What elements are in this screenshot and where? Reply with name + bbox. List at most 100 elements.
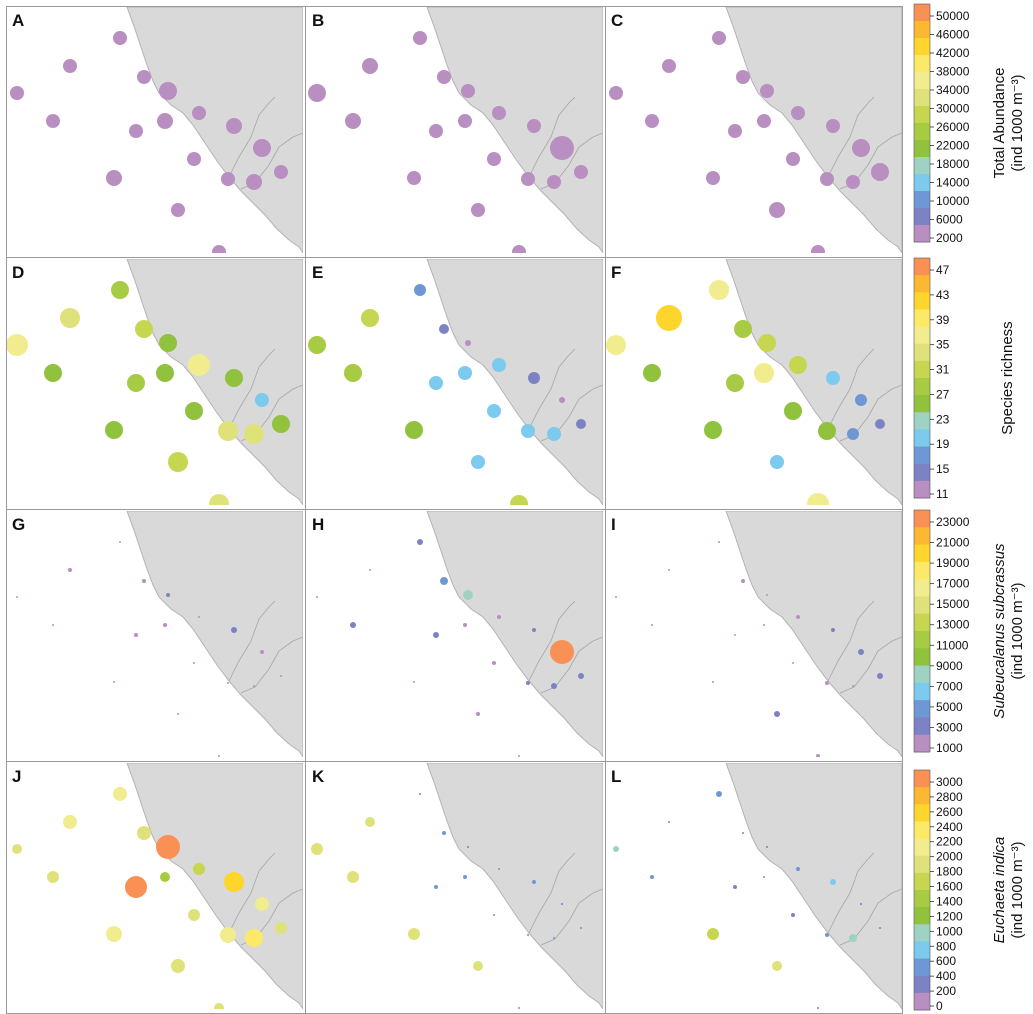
station-point	[580, 927, 582, 929]
station-point	[458, 366, 472, 380]
station-point	[492, 358, 506, 372]
station-point	[742, 832, 744, 834]
station-point	[440, 577, 448, 585]
legend-swatch	[914, 734, 930, 753]
station-point	[113, 31, 127, 45]
station-point	[129, 124, 143, 138]
legend-swatch	[914, 292, 930, 310]
legend-tick-label: 1000	[936, 741, 963, 755]
legend-tick-label: 800	[936, 939, 956, 953]
station-point	[831, 628, 835, 632]
station-point	[345, 113, 361, 129]
legend-swatch	[914, 613, 930, 632]
station-point	[662, 59, 676, 73]
panel-letter: I	[611, 515, 616, 534]
station-point	[160, 872, 170, 882]
station-point	[492, 661, 496, 665]
station-point	[879, 927, 881, 929]
legend-swatch	[914, 838, 930, 857]
station-point	[246, 174, 262, 190]
legend-swatch	[914, 106, 930, 124]
station-point	[492, 106, 506, 120]
map-canvas	[613, 763, 902, 1009]
station-point	[766, 594, 768, 596]
station-point	[820, 172, 834, 186]
station-point	[344, 364, 362, 382]
station-point	[442, 831, 446, 835]
map-panel-h: H	[307, 511, 603, 757]
province-border	[839, 636, 902, 694]
station-point	[347, 871, 359, 883]
legend-tick-label: 1400	[936, 894, 963, 908]
station-point	[463, 623, 467, 627]
legend-abundance: 50000 46000 42000 38000 34000 30000 26000 22000…	[912, 3, 1032, 245]
legend-title: (ind 1000 m⁻³)	[1009, 74, 1026, 171]
station-point	[796, 615, 800, 619]
station-point	[365, 817, 375, 827]
station-point	[668, 569, 670, 571]
station-point	[846, 175, 860, 189]
legend-bar-outline	[913, 257, 931, 499]
legend-tick-label: 46000	[936, 28, 970, 42]
legend-swatch	[914, 941, 930, 960]
station-point	[308, 336, 326, 354]
grid-divider	[605, 6, 606, 1014]
station-point	[471, 203, 485, 217]
station-point	[493, 914, 495, 916]
station-point	[419, 793, 421, 795]
legend-swatch	[914, 665, 930, 684]
station-point	[668, 821, 670, 823]
province-border	[540, 888, 603, 946]
legend-swatch	[914, 958, 930, 977]
station-point	[811, 245, 825, 253]
station-point	[253, 685, 255, 687]
station-point	[63, 59, 77, 73]
legend-swatch	[914, 446, 930, 465]
station-point	[830, 879, 836, 885]
legend-title: Euchaeta indica	[991, 837, 1008, 944]
station-point	[209, 494, 229, 505]
legend-tick-label: 34000	[936, 83, 970, 97]
legend-tick-label: 1600	[936, 880, 963, 894]
legend-tick-label: 7000	[936, 679, 963, 693]
station-point	[615, 596, 617, 598]
station-point	[214, 1003, 224, 1009]
station-point	[606, 335, 626, 355]
station-point	[192, 106, 206, 120]
legend-swatch	[914, 258, 930, 276]
legend-swatch	[914, 174, 930, 192]
station-point	[763, 624, 765, 626]
station-point	[63, 815, 77, 829]
coastline-land	[126, 763, 303, 1009]
station-point	[709, 280, 729, 300]
station-point	[733, 885, 737, 889]
legend-richness: 47 43 39 35 31 27 23 19 15 11 Species richness	[912, 257, 1032, 501]
province-border	[528, 96, 576, 178]
station-point	[188, 909, 200, 921]
legend-subeucalanus: 23000 21000 19000 17000 15000 13000 11000 9000 7…	[912, 509, 1032, 755]
legend-swatch	[914, 395, 930, 413]
station-point	[187, 152, 201, 166]
legend-swatch	[914, 72, 930, 90]
station-point	[770, 455, 784, 469]
station-point	[467, 846, 469, 848]
panel-letter: F	[611, 263, 622, 282]
station-point	[465, 340, 471, 346]
station-point	[791, 913, 795, 917]
station-point	[218, 421, 238, 441]
legend-tick-label: 15	[936, 462, 950, 476]
station-point	[847, 428, 859, 440]
station-point	[463, 875, 467, 879]
station-point	[650, 875, 654, 879]
station-point	[855, 394, 867, 406]
station-point	[212, 245, 226, 253]
legend-swatch	[914, 579, 930, 597]
legend-euchaeta: 3000 2800 2600 2400 2200 2000 1800 1600 1400 1200…	[912, 769, 1032, 1013]
station-point	[361, 309, 379, 327]
panel-letter: K	[312, 767, 325, 786]
legend-swatch	[914, 631, 930, 649]
station-point	[510, 495, 528, 505]
station-point	[473, 961, 483, 971]
station-point	[437, 70, 451, 84]
grid-divider	[6, 257, 903, 258]
